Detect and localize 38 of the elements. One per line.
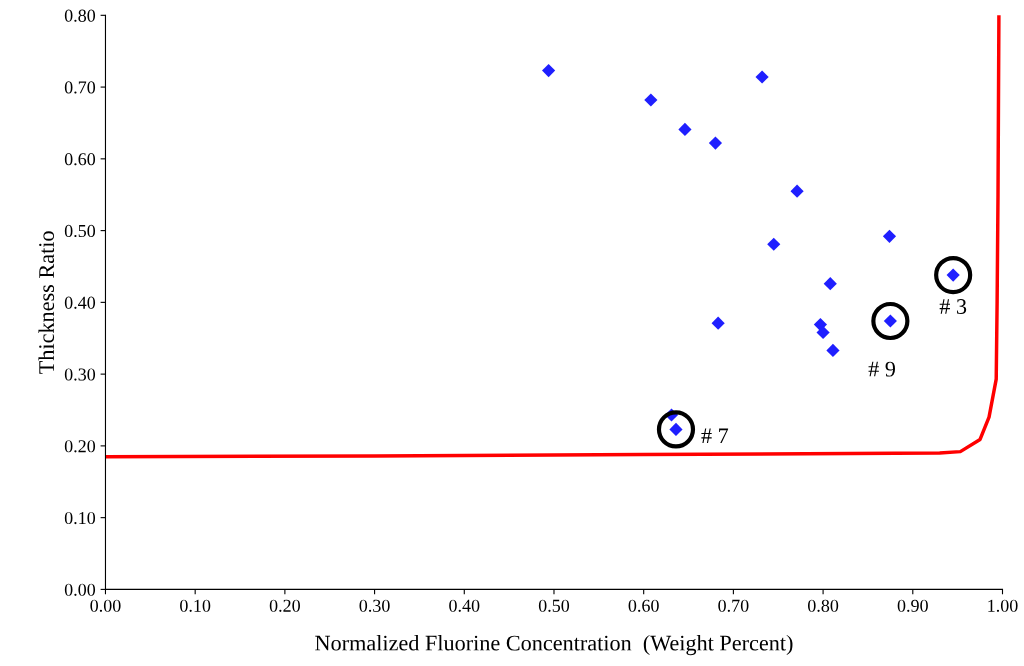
point xyxy=(708,136,723,150)
y-tick-label: 0.80 xyxy=(64,9,96,22)
x-tick-label: 1.00 xyxy=(988,599,1018,612)
annotation: # 9 xyxy=(868,361,896,377)
point xyxy=(823,277,837,291)
point xyxy=(711,316,725,330)
line-series xyxy=(105,15,1001,459)
y-tick-label: 0.10 xyxy=(64,511,96,525)
y-tick-label: 0.70 xyxy=(64,81,96,94)
y-tick-label: 0.50 xyxy=(64,224,96,238)
y-axis-title: Thickness Ratio xyxy=(38,231,55,374)
point xyxy=(790,184,804,198)
point xyxy=(882,229,897,243)
x-tick-label: 0.60 xyxy=(628,599,659,612)
x-tick-label: 0.30 xyxy=(359,599,390,612)
point xyxy=(644,93,658,107)
x-tick-label: 0.90 xyxy=(897,599,928,612)
annotation: # 3 xyxy=(939,299,967,314)
point xyxy=(678,122,692,137)
y-tick-label: 0.40 xyxy=(64,296,96,309)
x-tick-label: 0.10 xyxy=(180,599,211,612)
x-tick-label: 0.00 xyxy=(90,599,121,612)
point xyxy=(767,237,781,251)
y-tick-label: 0.00 xyxy=(64,583,96,596)
x-tick-label: 0.40 xyxy=(449,599,480,612)
point xyxy=(816,325,830,340)
point xyxy=(826,343,840,358)
x-tick-label: 0.50 xyxy=(538,599,570,612)
point xyxy=(542,63,556,78)
y-tick-label: 0.20 xyxy=(64,440,96,453)
point xyxy=(755,70,769,84)
x-tick-label: 0.70 xyxy=(718,599,749,612)
annotation: # 7 xyxy=(701,428,729,444)
x-axis-title: Normalized Fluorine Concentration (Weight Percent) xyxy=(315,634,793,656)
y-tick-label: 0.30 xyxy=(64,368,96,381)
x-tick-label: 0.20 xyxy=(269,599,300,612)
y-tick-label: 0.60 xyxy=(64,153,96,166)
x-tick-label: 0.80 xyxy=(807,599,839,612)
